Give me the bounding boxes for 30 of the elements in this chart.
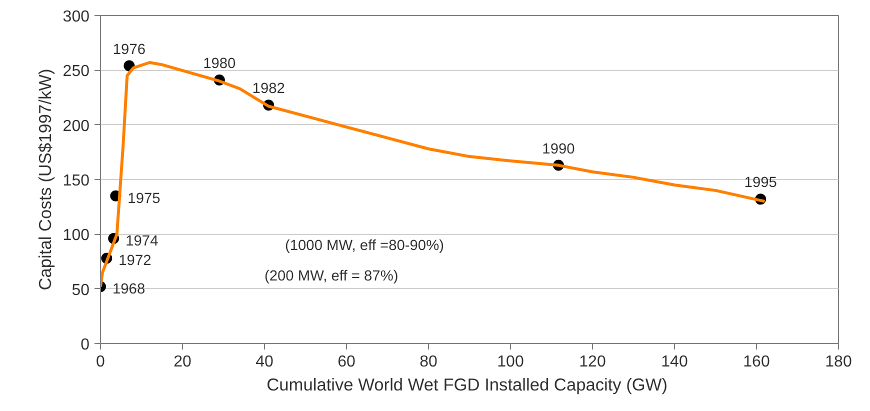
y-tick-label: 0 xyxy=(80,336,90,354)
annotation: 1980 xyxy=(203,56,236,72)
y-tick-label: 200 xyxy=(62,118,90,135)
x-tick-label: 180 xyxy=(825,354,852,370)
x-tick-label: 160 xyxy=(743,354,770,370)
x-tick-label: 60 xyxy=(338,354,356,370)
x-tick-label: 80 xyxy=(420,354,438,370)
annotation: (1000 MW, eff =80-90%) xyxy=(285,238,444,254)
annotation: 1968 xyxy=(112,282,146,298)
annotation: 1990 xyxy=(542,141,575,158)
y-tick-label: 50 xyxy=(72,282,90,299)
x-tick-label: 0 xyxy=(96,354,106,370)
x-tick-label: 100 xyxy=(497,354,524,370)
x-tick-label: 40 xyxy=(256,354,274,370)
annotation: 1982 xyxy=(252,81,285,98)
y-tick-label: 300 xyxy=(62,8,90,26)
annotation: (200 MW, eff = 87%) xyxy=(264,268,398,284)
x-tick-label: 120 xyxy=(579,354,606,370)
annotation: 1976 xyxy=(112,42,146,58)
y-axis-title: Capital Costs (US$1997/kW) xyxy=(34,68,55,290)
annotation: 1975 xyxy=(128,190,160,207)
x-tick-label: 20 xyxy=(174,354,192,370)
annotation: 1972 xyxy=(118,253,152,270)
annotation: 1974 xyxy=(126,234,158,250)
x-axis-title: Cumulative World Wet FGD Installed Capacity (GW) xyxy=(266,374,668,394)
x-tick-label: 140 xyxy=(661,354,688,370)
y-tick-label: 150 xyxy=(62,172,90,190)
annotation: 1995 xyxy=(744,175,777,192)
y-tick-label: 250 xyxy=(62,63,90,80)
y-tick-label: 100 xyxy=(62,227,90,244)
